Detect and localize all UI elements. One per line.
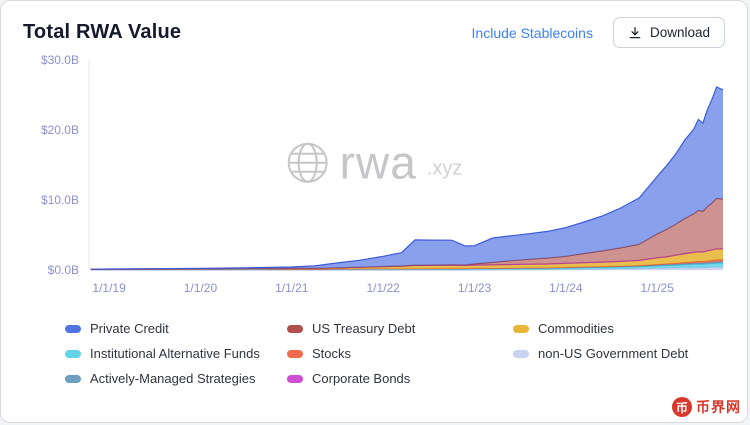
legend-label: Institutional Alternative Funds xyxy=(90,346,260,361)
rwa-stacked-area-chart[interactable]: $0.0B $10.0B $20.0B $30.0B 1/1/19 1/1/20 1/1/2… xyxy=(15,52,731,304)
legend-label: Stocks xyxy=(312,346,352,361)
y-tick-label: $30.0B xyxy=(41,53,79,67)
legend-swatch-corporate-bonds xyxy=(287,374,303,383)
legend-swatch-institutional-alternative-funds xyxy=(65,349,81,358)
legend-swatch-commodities xyxy=(513,324,529,333)
download-button[interactable]: Download xyxy=(612,17,725,48)
x-tick-label: 1/1/21 xyxy=(275,281,309,295)
legend-item-corporate-bonds[interactable]: Corporate Bonds xyxy=(287,371,513,386)
legend-item-stocks[interactable]: Stocks xyxy=(287,346,513,361)
chart-header: Total RWA Value Include Stablecoins Down… xyxy=(1,1,747,50)
y-tick-label: $20.0B xyxy=(41,123,79,137)
legend-item-institutional-alternative-funds[interactable]: Institutional Alternative Funds xyxy=(65,346,287,361)
bijiewang-logo: 币 币界网 xyxy=(672,397,741,417)
x-tick-label: 1/1/20 xyxy=(184,281,218,295)
legend-label: Commodities xyxy=(538,321,614,336)
x-tick-label: 1/1/25 xyxy=(641,281,675,295)
legend-swatch-actively-managed-strategies xyxy=(65,374,81,383)
series-line-private-credit xyxy=(90,86,724,270)
bijiewang-logo-text: 币界网 xyxy=(696,399,741,415)
legend-swatch-stocks xyxy=(287,349,303,358)
legend-item-non-us-government-debt[interactable]: non-US Government Debt xyxy=(513,346,747,361)
legend-item-actively-managed-strategies[interactable]: Actively-Managed Strategies xyxy=(65,371,287,386)
x-tick-label: 1/1/19 xyxy=(92,281,126,295)
page-title: Total RWA Value xyxy=(23,21,182,43)
series-line-us-treasury-debt xyxy=(90,197,724,270)
legend-swatch-non-us-government-debt xyxy=(513,349,529,358)
legend-swatch-private-credit xyxy=(65,324,81,333)
legend-label: US Treasury Debt xyxy=(312,321,416,336)
legend-label: non-US Government Debt xyxy=(538,346,689,361)
bijiewang-coin-icon: 币 xyxy=(672,397,692,417)
x-tick-label: 1/1/23 xyxy=(458,281,492,295)
download-icon xyxy=(628,26,642,40)
header-actions: Include Stablecoins Download xyxy=(472,17,725,48)
legend-label: Actively-Managed Strategies xyxy=(90,371,256,386)
series-area-private-credit xyxy=(90,87,724,270)
chart-area: $0.0B $10.0B $20.0B $30.0B 1/1/19 1/1/20 1/1/2… xyxy=(1,52,747,304)
y-tick-label: $0.0B xyxy=(48,263,79,277)
legend-swatch-us-treasury-debt xyxy=(287,324,303,333)
download-button-label: Download xyxy=(649,25,710,40)
series-area-commodities xyxy=(90,249,724,270)
legend-item-us-treasury-debt[interactable]: US Treasury Debt xyxy=(287,321,513,336)
legend-label: Private Credit xyxy=(90,321,169,336)
series-area-non-us-government-debt xyxy=(90,267,724,270)
include-stablecoins-link[interactable]: Include Stablecoins xyxy=(471,24,593,41)
x-tick-label: 1/1/24 xyxy=(549,281,583,295)
legend-item-commodities[interactable]: Commodities xyxy=(513,321,747,336)
legend-item-private-credit[interactable]: Private Credit xyxy=(65,321,287,336)
x-tick-label: 1/1/22 xyxy=(366,281,400,295)
legend-label: Corporate Bonds xyxy=(312,371,411,386)
legend: Private Credit Institutional Alternative … xyxy=(65,316,747,391)
y-tick-label: $10.0B xyxy=(41,193,79,207)
